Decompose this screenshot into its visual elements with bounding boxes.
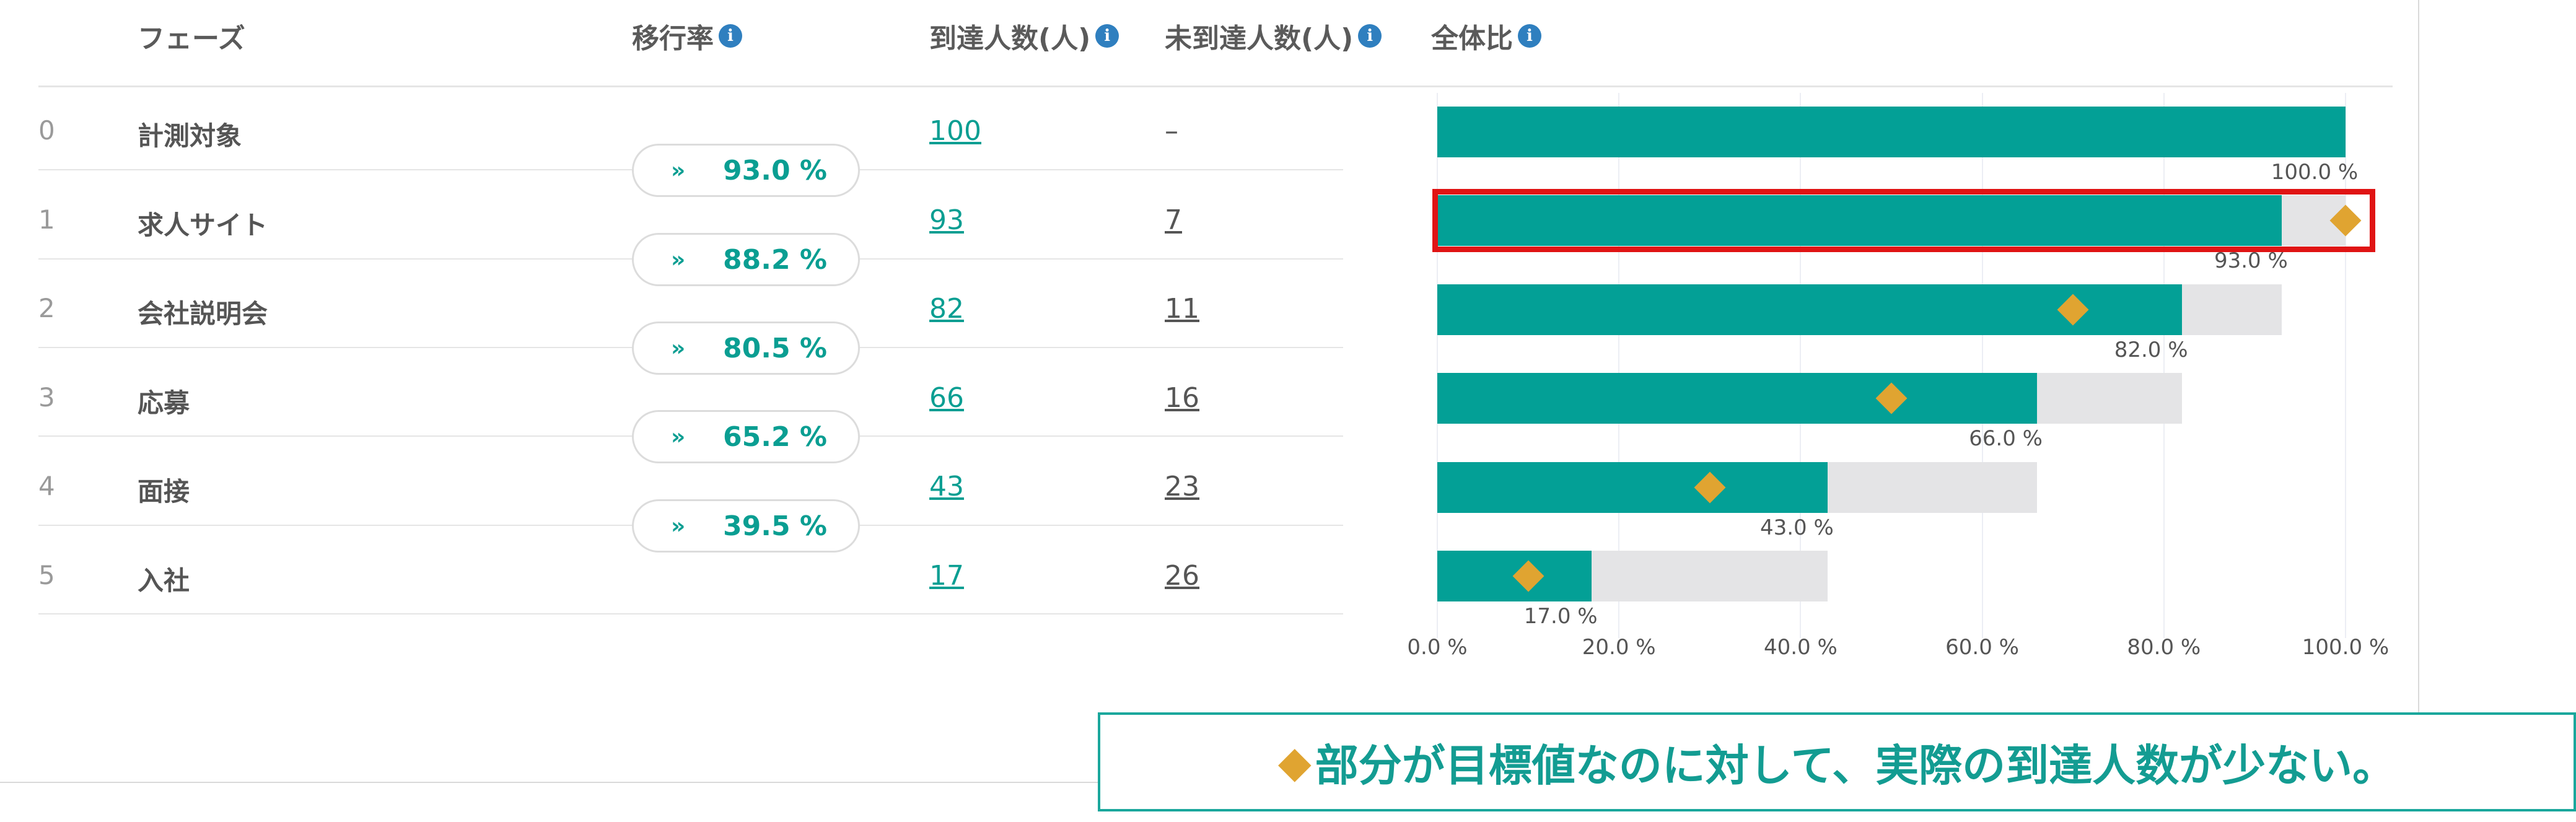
header-reached: 到達人数(人) i xyxy=(929,16,1119,56)
chart-gridline xyxy=(1981,93,1983,638)
reached-count-link[interactable]: 100 xyxy=(929,115,981,147)
chart-bar xyxy=(1437,107,2346,157)
row-number: 5 xyxy=(38,560,55,590)
transition-rate-pill: » 88.2 % xyxy=(632,233,860,286)
transition-rate-pill: » 93.0 % xyxy=(632,144,860,197)
chart-bar xyxy=(1437,462,1828,513)
info-icon[interactable]: i xyxy=(1518,24,1541,48)
header-overall-ratio: 全体比 i xyxy=(1431,16,1541,56)
row-number: 3 xyxy=(38,382,55,413)
x-axis-tick-label: 100.0 % xyxy=(2302,635,2390,660)
not-reached-count-link[interactable]: 11 xyxy=(1165,293,1199,325)
diamond-icon: ◆ xyxy=(1277,737,1312,787)
double-chevron-down-icon: » xyxy=(671,247,686,273)
double-chevron-down-icon: » xyxy=(671,335,686,361)
not-reached-count-link[interactable]: 16 xyxy=(1165,382,1199,414)
transition-rate-value: 80.5 % xyxy=(723,332,827,364)
row-number: 0 xyxy=(38,115,55,146)
transition-rate-pill: » 80.5 % xyxy=(632,321,860,375)
chart-value-label: 17.0 % xyxy=(1523,604,1598,629)
not-reached-count-link[interactable]: 7 xyxy=(1165,204,1182,236)
info-icon[interactable]: i xyxy=(1358,24,1382,48)
chart-value-label: 43.0 % xyxy=(1759,515,1834,540)
header-phase: フェーズ xyxy=(138,23,245,55)
info-icon[interactable]: i xyxy=(1095,24,1119,48)
x-axis-tick-label: 20.0 % xyxy=(1582,635,1656,660)
transition-rate-pill: » 39.5 % xyxy=(632,499,860,553)
row-divider xyxy=(38,613,1343,614)
chart-value-label: 66.0 % xyxy=(1969,426,2043,451)
chart-bar xyxy=(1437,195,2282,246)
transition-rate-pill: » 65.2 % xyxy=(632,410,860,463)
double-chevron-down-icon: » xyxy=(671,157,686,183)
double-chevron-down-icon: » xyxy=(671,424,686,450)
phase-name: 入社 xyxy=(138,566,190,596)
row-number: 1 xyxy=(38,204,55,235)
highlight-box xyxy=(1432,189,2375,252)
phase-name: 応募 xyxy=(138,388,190,418)
reached-count-link[interactable]: 93 xyxy=(929,204,964,236)
chart-gridline xyxy=(1437,93,1438,638)
row-number: 4 xyxy=(38,471,55,501)
phase-name: 求人サイト xyxy=(138,210,268,240)
reached-count-link[interactable]: 82 xyxy=(929,293,964,325)
phase-name: 面接 xyxy=(138,476,190,507)
info-icon[interactable]: i xyxy=(719,24,742,48)
row-number: 2 xyxy=(38,293,55,323)
transition-rate-value: 93.0 % xyxy=(723,154,827,186)
callout-box: ◆ 部分が目標値なのに対して、実際の到達人数が少ない。 xyxy=(1098,712,2576,811)
not-reached-count-link[interactable]: 23 xyxy=(1165,471,1199,502)
header-transition-rate: 移行率 i xyxy=(632,16,742,56)
double-chevron-down-icon: » xyxy=(671,513,686,539)
chart-value-label: 82.0 % xyxy=(2114,338,2188,362)
transition-rate-value: 39.5 % xyxy=(723,510,827,542)
transition-rate-value: 88.2 % xyxy=(723,243,827,276)
not-reached-count-link[interactable]: 26 xyxy=(1165,560,1199,592)
x-axis-tick-label: 40.0 % xyxy=(1763,635,1838,660)
transition-rate-value: 65.2 % xyxy=(723,421,827,453)
header-not-reached: 未到達人数(人) i xyxy=(1165,16,1382,56)
reached-count-link[interactable]: 66 xyxy=(929,382,964,414)
chart-value-label: 93.0 % xyxy=(2214,248,2288,273)
reached-count-link[interactable]: 17 xyxy=(929,560,964,592)
chart-gridline xyxy=(2163,93,2165,638)
chart-value-label: 100.0 % xyxy=(2271,160,2359,185)
chart-gridline xyxy=(1800,93,1802,638)
header-divider xyxy=(38,85,2393,87)
chart-bar xyxy=(1437,373,2037,424)
x-axis-tick-label: 60.0 % xyxy=(1945,635,2019,660)
reached-count-link[interactable]: 43 xyxy=(929,471,964,502)
chart-gridline xyxy=(2345,93,2346,638)
phase-name: 会社説明会 xyxy=(138,299,268,329)
chart-gridline xyxy=(1618,93,1620,638)
x-axis-tick-label: 0.0 % xyxy=(1407,635,1468,660)
x-axis-tick-label: 80.0 % xyxy=(2127,635,2201,660)
not-reached-count: – xyxy=(1165,115,1178,147)
callout-text: 部分が目標値なのに対して、実際の到達人数が少ない。 xyxy=(1315,740,2396,791)
phase-name: 計測対象 xyxy=(138,121,242,151)
